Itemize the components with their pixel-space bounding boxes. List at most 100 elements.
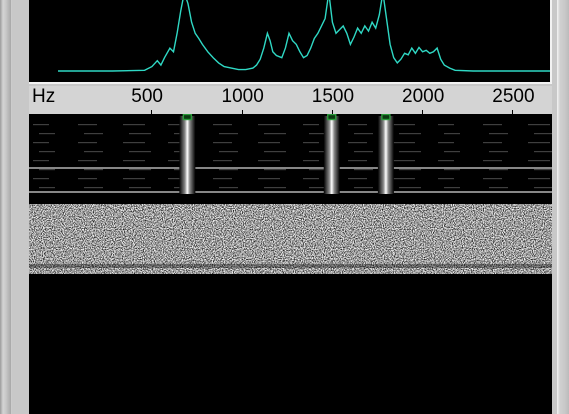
waterfall-trace: [483, 124, 502, 126]
waterfall-trace: [399, 151, 421, 153]
scale-tick-mark: [331, 110, 333, 114]
waterfall-trace: [348, 178, 367, 180]
waterfall-trace: [213, 124, 232, 126]
carrier-marker[interactable]: [381, 114, 391, 121]
waterfall-trace: [348, 160, 367, 162]
waterfall-trace: [264, 169, 286, 171]
waterfall-trace: [438, 160, 454, 162]
waterfall-trace: [258, 124, 280, 126]
waterfall-trace: [348, 124, 367, 126]
waterfall-trace: [354, 169, 373, 171]
waterfall-trace: [354, 187, 373, 189]
waterfall-trace: [309, 133, 325, 135]
waterfall-trace: [489, 169, 508, 171]
waterfall-trace: [123, 124, 145, 126]
waterfall-trace: [309, 169, 325, 171]
waterfall-trace: [84, 133, 103, 135]
scale-tick-label: 2000: [402, 86, 445, 107]
waterfall-trace: [123, 142, 145, 144]
waterfall-trace: [213, 160, 232, 162]
waterfall-trace: [483, 160, 502, 162]
window-frame-left: [0, 0, 12, 414]
waterfall-trace: [309, 187, 325, 189]
waterfall-trace: [129, 151, 151, 153]
waterfall-trace: [219, 169, 238, 171]
waterfall-trace: [354, 151, 373, 153]
scale-tick-label: 1500: [311, 86, 355, 107]
waterfall-trace: [33, 160, 49, 162]
waterfall-trace: [489, 133, 508, 135]
waterfall-trace: [264, 133, 286, 135]
waterfall-trace: [123, 160, 145, 162]
scale-tick-label: 2500: [492, 86, 535, 107]
waterfall-trace: [39, 151, 55, 153]
waterfall-trace: [444, 187, 460, 189]
waterfall-trace: [264, 151, 286, 153]
waterfall-trace: [33, 124, 49, 126]
waterfall-display[interactable]: [29, 114, 552, 414]
waterfall-trace: [399, 133, 421, 135]
spectrum-display: [29, 0, 552, 84]
waterfall-trace: [444, 169, 460, 171]
window-frame-right: [557, 0, 569, 414]
waterfall-trace: [84, 151, 103, 153]
frequency-scale[interactable]: Hz 500 1000 1500 2000 2500: [29, 86, 552, 114]
waterfall-trace: [264, 187, 286, 189]
waterfall-trace: [129, 169, 151, 171]
carrier-marker[interactable]: [327, 114, 337, 121]
noise-band: [29, 210, 552, 268]
waterfall-trace: [168, 178, 184, 180]
waterfall-trace: [393, 178, 415, 180]
scale-tick-mark: [241, 110, 243, 114]
waterfall-trace: [528, 142, 550, 144]
waterfall-trace: [39, 187, 55, 189]
waterfall-trace: [399, 169, 421, 171]
waterfall-trace: [39, 133, 55, 135]
waterfall-trace: [348, 142, 367, 144]
waterfall-trace: [393, 160, 415, 162]
waterfall-trace: [78, 142, 97, 144]
carrier-marker[interactable]: [182, 114, 193, 121]
waterfall-trace: [78, 160, 97, 162]
waterfall-trace: [534, 169, 552, 171]
waterfall-trace: [489, 151, 508, 153]
waterfall-trace: [534, 187, 552, 189]
waterfall-trace: [219, 187, 238, 189]
waterfall-trace: [219, 151, 238, 153]
waterfall-trace: [399, 187, 421, 189]
waterfall-trace: [258, 142, 280, 144]
waterfall-trace: [129, 187, 151, 189]
waterfall-trace: [528, 124, 550, 126]
waterfall-trace: [438, 124, 454, 126]
waterfall-trace: [303, 142, 319, 144]
scale-unit-label: Hz: [32, 86, 56, 107]
waterfall-trace: [309, 151, 325, 153]
waterfall-trace: [84, 169, 103, 171]
waterfall-trace: [33, 142, 49, 144]
spectrum-trace: [58, 0, 550, 72]
waterfall-trace: [303, 178, 319, 180]
waterfall-trace: [213, 178, 232, 180]
waterfall-trace: [168, 124, 184, 126]
waterfall-trace: [444, 151, 460, 153]
waterfall-trace: [534, 151, 552, 153]
waterfall-trace: [483, 142, 502, 144]
waterfall-plot[interactable]: [29, 114, 552, 414]
waterfall-trace: [393, 142, 415, 144]
waterfall-trace: [84, 187, 103, 189]
scale-tick-mark: [422, 110, 423, 114]
waterfall-trace: [78, 178, 97, 180]
carrier-trace: [323, 116, 340, 194]
waterfall-trace: [444, 133, 460, 135]
waterfall-trace: [438, 142, 454, 144]
waterfall-trace: [534, 133, 552, 135]
noise-band-edge: [29, 264, 552, 268]
waterfall-trace: [219, 133, 238, 135]
waterfall-trace: [33, 178, 49, 180]
waterfall-trace: [393, 124, 415, 126]
waterfall-trace: [168, 160, 184, 162]
waterfall-trace: [303, 124, 319, 126]
scale-tick-label: 500: [131, 86, 163, 107]
scale-tick-mark: [151, 110, 153, 114]
waterfall-trace: [528, 178, 550, 180]
